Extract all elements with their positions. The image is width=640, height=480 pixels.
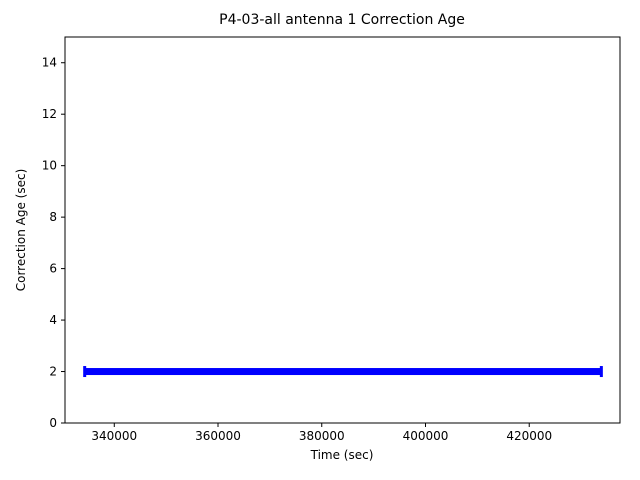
x-tick-label: 400000 bbox=[403, 429, 449, 443]
y-tick-label: 14 bbox=[42, 56, 57, 70]
x-tick-label: 380000 bbox=[299, 429, 345, 443]
x-axis-label: Time (sec) bbox=[310, 448, 374, 462]
axes-frame bbox=[64, 36, 621, 424]
chart-title: P4-03-all antenna 1 Correction Age bbox=[219, 12, 465, 28]
series-band bbox=[84, 368, 602, 376]
y-tick-label: 6 bbox=[49, 262, 57, 276]
y-tick-label: 4 bbox=[49, 313, 57, 327]
y-tick-label: 2 bbox=[49, 365, 57, 379]
x-tick-label: 340000 bbox=[91, 429, 137, 443]
y-tick-label: 10 bbox=[42, 159, 57, 173]
y-tick-label: 8 bbox=[49, 210, 57, 224]
y-axis-label: Correction Age (sec) bbox=[14, 168, 28, 292]
series-endcap-right bbox=[599, 366, 603, 378]
x-tick-label: 360000 bbox=[195, 429, 241, 443]
series-endcap-left bbox=[83, 366, 87, 378]
y-tick-label: 0 bbox=[49, 416, 57, 430]
y-tick-label: 12 bbox=[42, 107, 57, 121]
x-tick-label: 420000 bbox=[506, 429, 552, 443]
